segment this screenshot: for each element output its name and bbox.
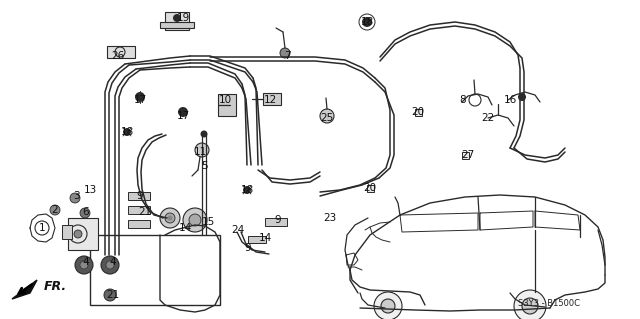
Text: 3: 3 [73, 191, 79, 201]
Text: 9: 9 [244, 243, 252, 253]
Bar [128, 220, 150, 228]
Text: 5: 5 [202, 161, 208, 171]
Circle shape [168, 216, 172, 220]
Bar [90, 235, 220, 305]
Text: 13: 13 [83, 185, 97, 195]
Bar [128, 206, 150, 214]
Circle shape [381, 299, 395, 313]
Circle shape [183, 208, 207, 232]
Bar [160, 22, 194, 28]
Text: 18: 18 [120, 127, 134, 137]
Bar [107, 46, 135, 58]
Circle shape [280, 48, 290, 58]
Text: 17: 17 [133, 95, 147, 105]
Circle shape [189, 214, 201, 226]
Text: 22: 22 [481, 113, 495, 123]
Text: 18: 18 [360, 17, 374, 27]
Text: 10: 10 [218, 95, 232, 105]
Circle shape [518, 93, 526, 101]
Circle shape [106, 261, 114, 269]
Bar [415, 108, 422, 115]
Circle shape [50, 205, 60, 215]
Bar [128, 192, 150, 200]
Circle shape [362, 17, 372, 27]
Circle shape [80, 261, 88, 269]
Text: 14: 14 [179, 223, 191, 233]
Text: 15: 15 [202, 217, 214, 227]
Text: 21: 21 [106, 290, 120, 300]
Text: 2: 2 [52, 205, 58, 215]
Text: 12: 12 [264, 95, 276, 105]
Circle shape [74, 230, 82, 238]
Bar [218, 94, 236, 116]
Bar [265, 218, 287, 226]
Text: 14: 14 [259, 233, 271, 243]
Text: 7: 7 [284, 51, 291, 61]
Polygon shape [12, 280, 37, 299]
Bar [461, 152, 468, 159]
Text: 20: 20 [364, 183, 376, 193]
Circle shape [165, 213, 175, 223]
Text: 6: 6 [83, 207, 90, 217]
Circle shape [135, 92, 145, 102]
Circle shape [70, 193, 80, 203]
Text: 16: 16 [504, 95, 516, 105]
Text: 21: 21 [138, 207, 152, 217]
Circle shape [522, 298, 538, 314]
Text: 4: 4 [83, 257, 90, 267]
Circle shape [320, 109, 334, 123]
Bar [62, 225, 72, 239]
Bar [248, 236, 266, 243]
Text: 19: 19 [177, 13, 189, 23]
Bar [68, 218, 98, 250]
Bar [367, 184, 374, 191]
Circle shape [80, 208, 90, 218]
Circle shape [123, 128, 131, 136]
Text: 11: 11 [193, 147, 207, 157]
Circle shape [178, 107, 188, 117]
Circle shape [160, 208, 180, 228]
Text: 17: 17 [177, 111, 189, 121]
Bar [165, 12, 189, 30]
Text: 8: 8 [460, 95, 467, 105]
Text: 9: 9 [275, 215, 282, 225]
Circle shape [195, 143, 209, 157]
Circle shape [75, 256, 93, 274]
Text: 20: 20 [412, 107, 424, 117]
Text: 24: 24 [232, 225, 244, 235]
Text: S3Y3 - B1500C: S3Y3 - B1500C [518, 299, 580, 308]
Circle shape [104, 289, 116, 301]
Text: 4: 4 [109, 257, 116, 267]
Text: 27: 27 [461, 150, 475, 160]
Text: 25: 25 [321, 113, 333, 123]
Text: 23: 23 [323, 213, 337, 223]
Text: 26: 26 [111, 51, 125, 61]
Text: 1: 1 [38, 223, 45, 233]
Circle shape [243, 186, 251, 194]
Text: FR.: FR. [44, 280, 67, 293]
Circle shape [200, 130, 207, 137]
Bar [263, 93, 281, 105]
Circle shape [173, 14, 181, 22]
Text: 9: 9 [137, 191, 143, 201]
Circle shape [374, 292, 402, 319]
Circle shape [514, 290, 546, 319]
Circle shape [101, 256, 119, 274]
Text: 18: 18 [241, 185, 253, 195]
